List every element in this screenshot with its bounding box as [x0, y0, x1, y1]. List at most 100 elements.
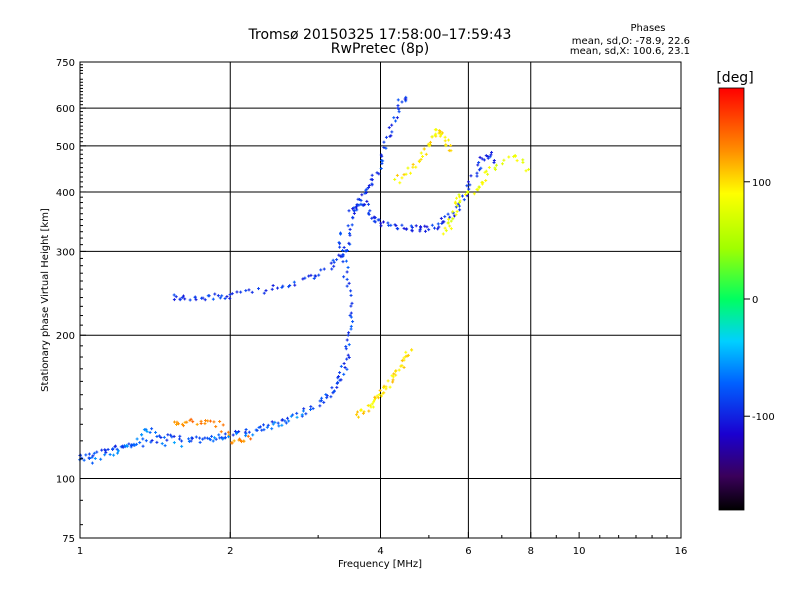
data-point — [232, 439, 236, 443]
y-axis-label: Stationary phase Virtual Height [km] — [40, 208, 51, 392]
data-point — [384, 385, 388, 389]
data-point — [396, 227, 400, 231]
data-point — [187, 437, 191, 441]
data-point — [397, 107, 401, 111]
data-point — [332, 260, 336, 264]
data-point — [187, 439, 191, 443]
colorbar-ticks: 100 0 -100 — [744, 178, 775, 423]
data-point — [414, 165, 418, 169]
data-point — [494, 163, 498, 167]
data-point — [402, 356, 406, 360]
data-point — [166, 433, 170, 437]
data-point — [457, 193, 461, 197]
data-point — [347, 343, 351, 347]
data-point — [219, 430, 223, 434]
data-point — [203, 298, 207, 302]
data-point — [208, 419, 212, 423]
data-point — [319, 268, 323, 272]
data-point — [150, 438, 154, 442]
data-point — [284, 421, 288, 425]
data-point — [265, 425, 269, 429]
data-point — [391, 378, 395, 382]
data-point — [283, 419, 287, 423]
data-point — [380, 162, 384, 166]
data-point — [271, 422, 275, 426]
data-point — [411, 162, 415, 166]
data-point — [347, 209, 351, 213]
x-tick-label: 1 — [77, 546, 83, 557]
data-point — [90, 455, 94, 459]
x-axis-ticks: 1 2 4 6 8 10 16 — [77, 532, 687, 557]
data-point — [270, 427, 274, 431]
x-tick-label: 10 — [573, 546, 586, 557]
data-point — [348, 227, 352, 231]
data-point — [402, 226, 406, 230]
data-point — [337, 240, 341, 244]
chart-subtitle: RwPretec (8p) — [331, 41, 429, 57]
data-point — [419, 226, 423, 230]
data-point — [198, 440, 202, 444]
data-point — [444, 229, 448, 233]
data-point — [373, 395, 377, 399]
data-point — [515, 159, 519, 163]
data-point — [300, 413, 304, 417]
data-point — [338, 371, 342, 375]
data-point — [180, 444, 184, 448]
data-point — [115, 447, 119, 451]
data-point — [223, 297, 227, 301]
data-point — [396, 104, 400, 108]
data-point — [277, 424, 281, 428]
data-point — [103, 453, 107, 457]
data-point — [400, 223, 404, 227]
data-point — [280, 423, 284, 427]
data-point — [198, 436, 202, 440]
data-point — [356, 415, 360, 419]
data-point — [486, 156, 490, 160]
data-point — [355, 413, 359, 417]
data-point — [145, 430, 149, 434]
data-point — [370, 216, 374, 220]
data-point — [482, 158, 486, 162]
data-point — [144, 427, 148, 431]
data-point — [225, 295, 229, 299]
data-point — [174, 295, 178, 299]
data-point — [82, 458, 86, 462]
data-point — [455, 204, 459, 208]
data-point — [439, 132, 443, 136]
data-point — [175, 420, 179, 424]
data-point — [342, 275, 346, 279]
data-point — [244, 428, 248, 432]
data-point — [370, 173, 374, 177]
data-point — [163, 444, 167, 448]
data-point — [111, 447, 115, 451]
data-point — [446, 221, 450, 225]
data-point — [330, 386, 334, 390]
data-point — [443, 139, 447, 143]
data-point — [346, 224, 350, 228]
data-point — [475, 187, 479, 191]
data-point — [345, 284, 349, 288]
data-point — [193, 295, 197, 299]
data-point — [233, 429, 237, 433]
data-point — [178, 298, 182, 302]
data-point — [211, 297, 215, 301]
data-point — [449, 219, 453, 223]
data-point — [404, 95, 408, 99]
data-point — [203, 436, 207, 440]
data-point — [465, 184, 469, 188]
data-point — [217, 433, 221, 437]
data-point — [367, 186, 371, 190]
data-point — [363, 203, 367, 207]
data-point — [325, 396, 329, 400]
data-point — [361, 203, 365, 207]
data-point — [414, 224, 418, 228]
data-point — [132, 442, 136, 446]
data-point — [295, 411, 299, 415]
data-point — [438, 134, 442, 138]
data-point — [354, 206, 358, 210]
x-axis-label: Frequency [MHz] — [338, 559, 422, 570]
data-point — [391, 375, 395, 379]
x-tick-label: 4 — [377, 546, 383, 557]
data-point — [458, 208, 462, 212]
data-point — [262, 423, 266, 427]
